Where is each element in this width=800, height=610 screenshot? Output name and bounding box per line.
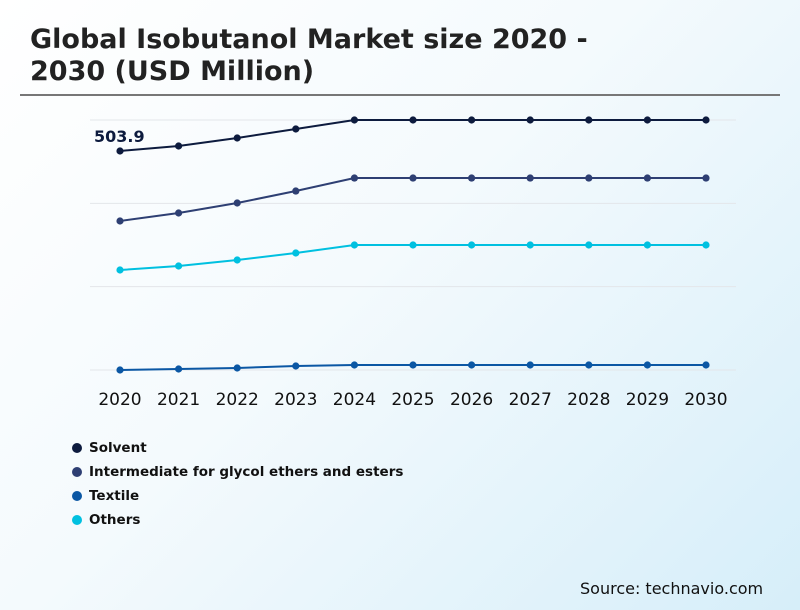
data-point <box>175 142 183 150</box>
title-divider <box>20 94 780 96</box>
legend-marker-icon <box>72 491 82 501</box>
data-point <box>526 116 534 124</box>
data-point <box>409 361 417 369</box>
data-point <box>292 125 300 133</box>
data-point <box>468 174 476 182</box>
x-tick-label: 2026 <box>450 390 493 410</box>
data-point <box>292 249 300 257</box>
series-line-solvent <box>119 119 706 152</box>
chart-title: Global Isobutanol Market size 2020 - 203… <box>30 24 588 87</box>
data-point <box>292 187 300 195</box>
legend-label: Intermediate for glycol ethers and ester… <box>89 464 404 480</box>
data-point <box>526 174 534 182</box>
line-chart: 2020 2021 2022 2023 2024 2025 2026 2027 2028 2029… <box>90 116 736 410</box>
legend-marker-icon <box>72 443 82 453</box>
legend: Solvent Intermediate for glycol ethers an… <box>72 436 403 532</box>
data-point <box>468 116 476 124</box>
legend-label: Others <box>89 512 141 528</box>
legend-item: Solvent <box>72 436 403 460</box>
data-point <box>350 241 358 249</box>
data-point <box>233 199 241 207</box>
x-tick-label: 2020 <box>98 390 141 410</box>
data-point <box>702 241 710 249</box>
data-point <box>702 174 710 182</box>
data-point <box>526 361 534 369</box>
x-tick-label: 2023 <box>274 390 317 410</box>
data-point <box>175 209 183 217</box>
data-point <box>702 116 710 124</box>
data-point <box>116 366 124 374</box>
data-point <box>409 241 417 249</box>
data-point <box>233 134 241 142</box>
legend-marker-icon <box>72 467 82 477</box>
source-text: Source: technavio.com <box>580 579 764 598</box>
data-point <box>175 262 183 270</box>
data-point <box>233 364 241 372</box>
x-tick-label: 2030 <box>684 390 727 410</box>
legend-label: Textile <box>89 488 140 504</box>
data-point <box>643 116 652 124</box>
series-line-intermediate-for-glycol-ethers-and-esters <box>119 177 706 222</box>
data-point <box>643 241 652 249</box>
data-point <box>468 241 476 249</box>
series-line-others <box>119 244 706 271</box>
data-point <box>643 174 652 182</box>
data-point <box>292 362 300 370</box>
data-point <box>585 241 593 249</box>
data-point <box>350 116 358 124</box>
data-point <box>175 365 183 373</box>
legend-item: Others <box>72 508 403 532</box>
data-point <box>468 361 476 369</box>
data-point <box>585 174 593 182</box>
x-tick-label: 2029 <box>626 390 669 410</box>
legend-item: Intermediate for glycol ethers and ester… <box>72 460 403 484</box>
legend-item: Textile <box>72 484 403 508</box>
data-point <box>409 116 417 124</box>
data-point <box>116 147 124 155</box>
data-point <box>702 361 710 369</box>
x-tick-label: 2022 <box>216 390 259 410</box>
x-tick-label: 2027 <box>509 390 552 410</box>
data-point <box>409 174 417 182</box>
legend-marker-icon <box>72 515 82 525</box>
data-point <box>233 256 241 264</box>
data-point <box>350 174 358 182</box>
data-point <box>643 361 652 369</box>
legend-label: Solvent <box>89 440 147 456</box>
data-point <box>116 217 124 225</box>
data-point <box>585 116 593 124</box>
x-tick-label: 2028 <box>567 390 610 410</box>
data-point <box>116 266 124 274</box>
x-tick-label: 2024 <box>333 390 376 410</box>
x-tick-label: 2025 <box>391 390 434 410</box>
data-label: 503.9 <box>94 127 145 146</box>
data-point <box>350 361 358 369</box>
x-tick-label: 2021 <box>157 390 200 410</box>
data-point <box>526 241 534 249</box>
data-point <box>585 361 593 369</box>
